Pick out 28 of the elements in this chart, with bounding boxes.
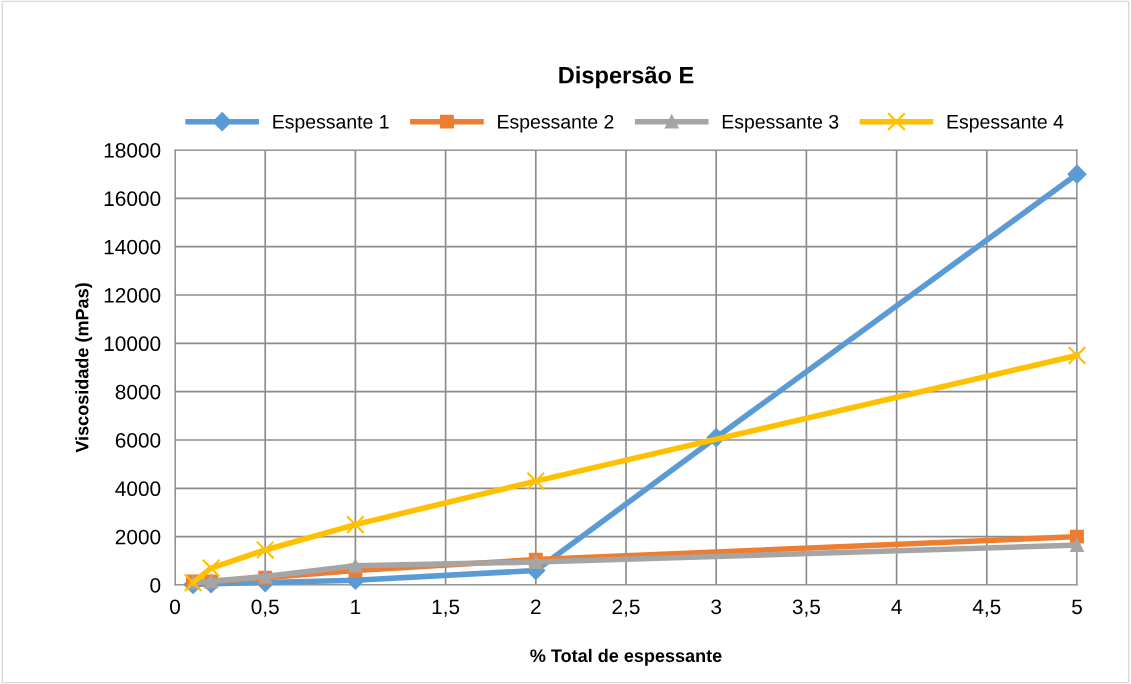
x-tick-label: 2,5 [612, 599, 640, 617]
y-tick-label: 8000 [115, 384, 161, 400]
y-tick-label: 16000 [104, 191, 161, 207]
chart-title: Dispersão E [559, 66, 694, 89]
legend-label: Espessante 3 [722, 114, 839, 133]
x-tick-label: 0,5 [251, 599, 279, 617]
x-tick-label: 5 [1072, 599, 1082, 615]
legend-label: Espessante 4 [947, 115, 1064, 133]
y-tick-label: 18000 [104, 143, 161, 158]
y-axis-title: Viscosidade (mPas) [75, 283, 93, 453]
x-tick-label: 2 [531, 599, 541, 614]
x-tick-label: 1,5 [432, 599, 460, 617]
x-tick-label: 0 [170, 599, 180, 615]
x-tick-label: 1 [351, 599, 361, 614]
y-tick-label: 14000 [104, 239, 161, 255]
y-tick-label: 6000 [115, 433, 161, 448]
y-tick-label: 2000 [115, 529, 161, 545]
x-tick-label: 3,5 [792, 599, 821, 617]
y-tick-label: 12000 [104, 288, 161, 303]
x-tick-label: 4 [891, 599, 902, 614]
legend-label: Espessante 2 [498, 114, 614, 133]
x-axis-title: % Total de espessante [530, 648, 722, 666]
x-tick-label: 3 [711, 599, 722, 615]
legend-label: Espessante 1 [273, 115, 389, 133]
y-tick-label: 4000 [115, 481, 161, 497]
y-tick-label: 10000 [104, 336, 161, 352]
y-tick-label: 0 [150, 578, 161, 593]
x-tick-label: 4,5 [972, 599, 1001, 617]
